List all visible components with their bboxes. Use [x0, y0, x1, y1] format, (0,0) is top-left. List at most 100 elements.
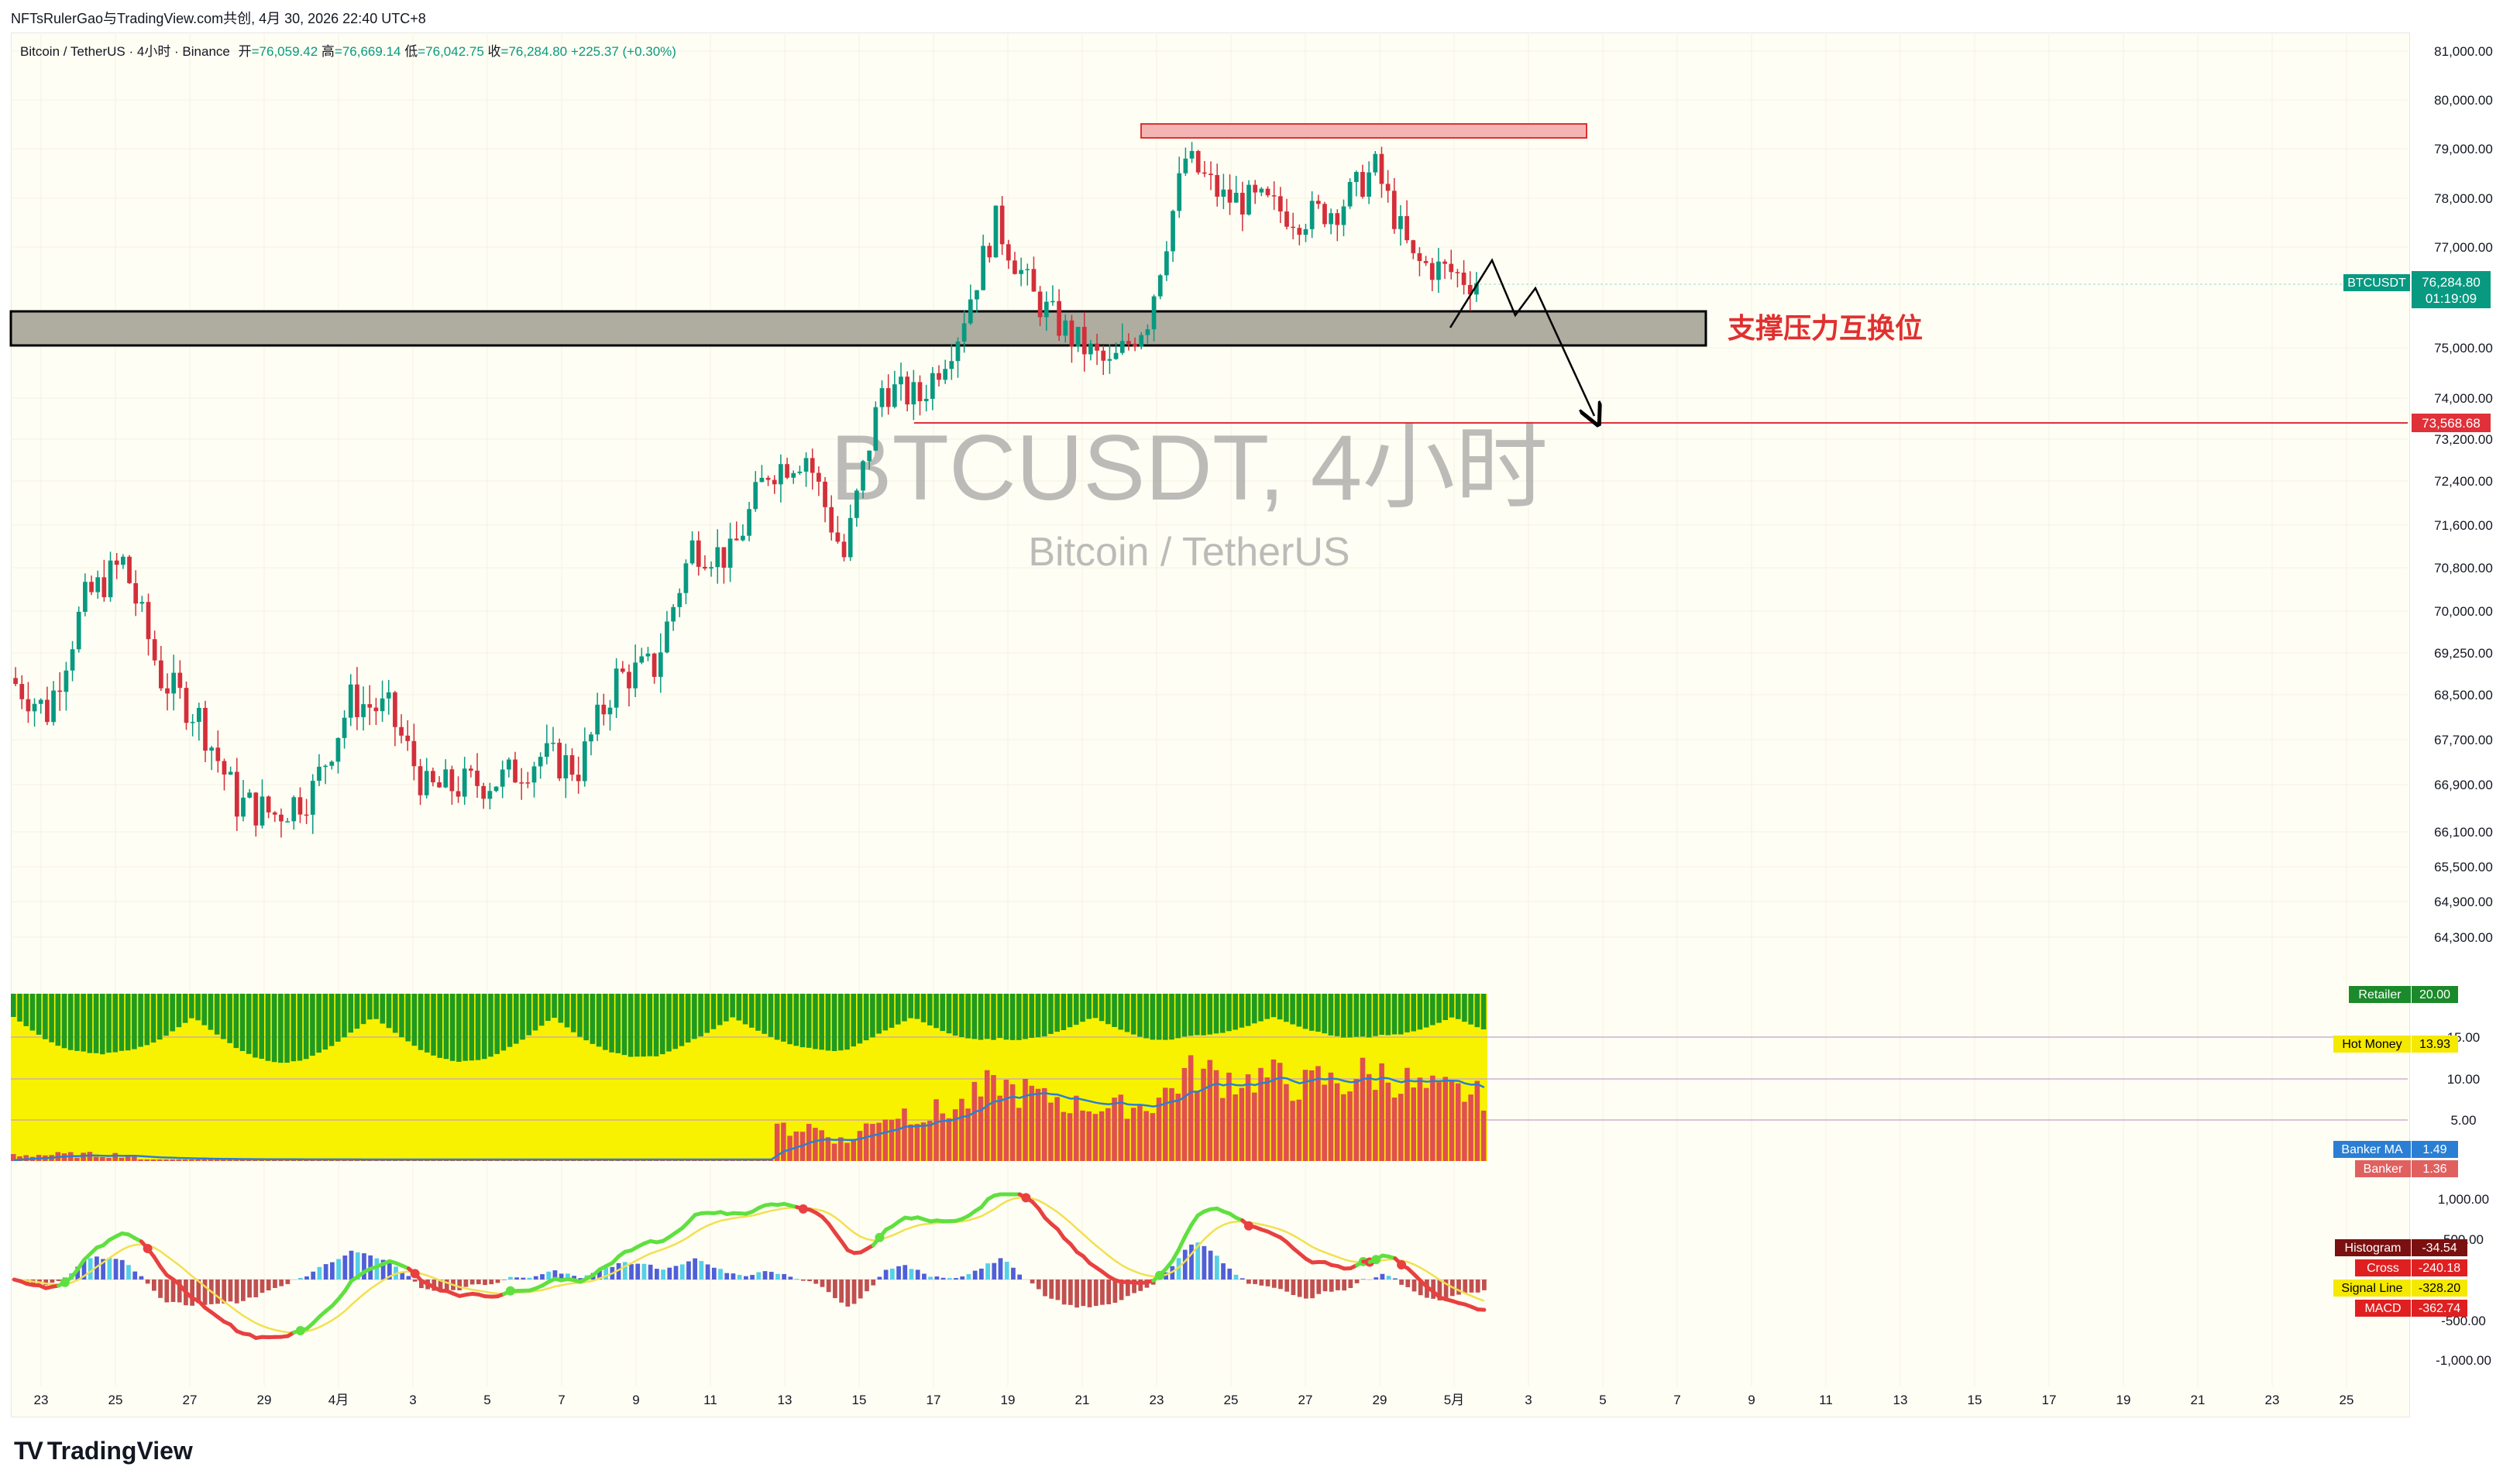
- macd-histogram-bar: [1011, 1267, 1016, 1280]
- macd-histogram-bar: [788, 1276, 793, 1280]
- candle-body: [1455, 272, 1460, 273]
- banker-bar: [1086, 1111, 1092, 1161]
- candle-body: [418, 766, 423, 795]
- candle-body: [1474, 283, 1479, 295]
- retailer-bar: [233, 994, 239, 1049]
- macd-histogram-bar: [469, 1280, 475, 1285]
- candle-body: [1291, 226, 1296, 228]
- candle-body: [456, 791, 461, 797]
- macd-histogram-bar: [1342, 1280, 1347, 1291]
- chart-pane[interactable]: [11, 33, 2410, 1417]
- retailer-bar: [819, 994, 824, 1050]
- candle-body: [1113, 352, 1119, 359]
- banker-bar: [1067, 1113, 1073, 1161]
- macd-histogram-bar: [947, 1278, 952, 1280]
- retailer-bar: [1105, 994, 1111, 1025]
- retailer-bar: [902, 994, 907, 1022]
- macd-histogram-bar: [865, 1280, 869, 1292]
- change-value: +225.37 (+0.30%): [570, 44, 676, 59]
- banker-bar: [882, 1119, 889, 1161]
- price-tick-label: 64,300.00: [2434, 930, 2493, 945]
- banker-bar: [971, 1081, 978, 1161]
- retailer-bar: [36, 994, 42, 1035]
- signal-value: -328.20: [2419, 1282, 2460, 1295]
- price-tick-label: 74,000.00: [2434, 391, 2493, 406]
- candle-body: [1385, 184, 1391, 191]
- macd-histogram-bar: [578, 1278, 583, 1280]
- support-resistance-zone[interactable]: [9, 310, 1707, 347]
- candle-body: [386, 692, 391, 699]
- macd-histogram-bar: [1437, 1280, 1442, 1300]
- macd-histogram-bar: [527, 1277, 532, 1280]
- retailer-bar: [106, 994, 112, 1053]
- banker-bar: [1315, 1066, 1321, 1161]
- banker-bar: [1023, 1078, 1028, 1161]
- retailer-label: Retailer: [2358, 988, 2402, 1001]
- candle-body: [538, 757, 543, 767]
- retailer-bar: [781, 994, 786, 1042]
- macd-histogram-bar: [934, 1276, 940, 1280]
- candle-body: [1013, 260, 1017, 274]
- retailer-bar: [1334, 994, 1340, 1036]
- banker-bar: [1092, 1114, 1099, 1161]
- macd-histogram-bar: [661, 1269, 665, 1280]
- retailer-bar: [1449, 994, 1455, 1018]
- candle-body: [627, 672, 631, 689]
- time-tick-label: 9: [632, 1393, 639, 1407]
- banker-bar: [952, 1109, 958, 1161]
- retailer-bar: [1322, 994, 1327, 1034]
- candle-body: [1095, 343, 1099, 351]
- candle-body: [1347, 181, 1353, 207]
- retailer-bar: [380, 994, 386, 1024]
- candle-body: [1209, 173, 1213, 176]
- banker-bar: [214, 1159, 220, 1161]
- macd-histogram-bar: [253, 1280, 259, 1297]
- retailer-bar: [462, 994, 468, 1061]
- macd-histogram-bar: [1278, 1280, 1283, 1290]
- candle-body: [937, 373, 941, 380]
- banker-bar: [1341, 1094, 1346, 1161]
- price-tick-label: 66,100.00: [2434, 825, 2493, 840]
- resistance-zone[interactable]: [1140, 123, 1587, 139]
- retailer-bar: [1270, 994, 1277, 1018]
- badge-last-price: 76,284.80: [2422, 275, 2481, 290]
- candle-body: [1119, 341, 1125, 353]
- banker-bar: [1296, 1099, 1302, 1161]
- tradingview-brand[interactable]: TV TradingView: [14, 1437, 193, 1465]
- hot-money-label: Hot Money: [2342, 1038, 2402, 1051]
- banker-bar: [1436, 1082, 1442, 1161]
- candle-body: [1133, 343, 1137, 347]
- candle-body: [45, 699, 50, 723]
- retailer-bar: [67, 994, 74, 1050]
- candle-body: [1145, 329, 1150, 335]
- macd-histogram-bar: [215, 1280, 220, 1304]
- retailer-bar: [291, 994, 297, 1062]
- banker-ma-value: 1.49: [2422, 1143, 2446, 1156]
- time-tick-label: 19: [2116, 1393, 2131, 1407]
- retailer-bar: [399, 994, 404, 1038]
- histogram-label: Histogram: [2345, 1242, 2402, 1255]
- macd-histogram-bar: [164, 1280, 170, 1303]
- banker-bar: [259, 1159, 264, 1161]
- candle-body: [987, 246, 992, 258]
- macd-histogram-bar: [572, 1276, 576, 1280]
- macd-histogram-bar: [1374, 1277, 1379, 1280]
- macd-histogram-bar: [972, 1270, 978, 1280]
- macd-histogram-bar: [744, 1276, 748, 1280]
- retailer-bar: [278, 994, 284, 1063]
- price-tick-label: 68,500.00: [2434, 688, 2493, 702]
- macd-histogram-bar: [1392, 1278, 1398, 1280]
- candle-body: [1081, 327, 1087, 355]
- cross-label: Cross: [2367, 1262, 2399, 1275]
- candle-body: [19, 684, 25, 699]
- badge-countdown: 01:19:09: [2426, 291, 2477, 306]
- retailer-bar: [1207, 994, 1213, 1035]
- banker-bar: [1360, 1057, 1366, 1161]
- retailer-bar: [239, 994, 246, 1051]
- price-tick-label: 79,000.00: [2434, 142, 2493, 156]
- retailer-bar: [1016, 994, 1022, 1040]
- retailer-bar: [55, 994, 61, 1046]
- retailer-bar: [634, 994, 640, 1057]
- retailer-bar: [532, 994, 538, 1031]
